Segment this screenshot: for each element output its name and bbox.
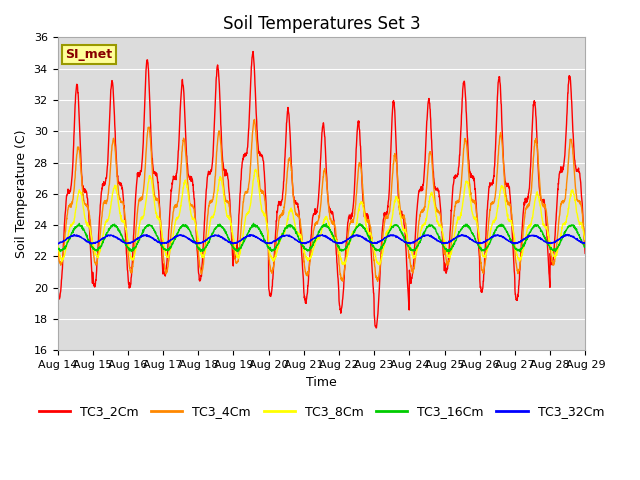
Legend: TC3_2Cm, TC3_4Cm, TC3_8Cm, TC3_16Cm, TC3_32Cm: TC3_2Cm, TC3_4Cm, TC3_8Cm, TC3_16Cm, TC3… bbox=[34, 400, 609, 423]
Y-axis label: Soil Temperature (C): Soil Temperature (C) bbox=[15, 130, 28, 258]
X-axis label: Time: Time bbox=[306, 376, 337, 389]
Title: Soil Temperatures Set 3: Soil Temperatures Set 3 bbox=[223, 15, 420, 33]
Text: SI_met: SI_met bbox=[65, 48, 113, 60]
